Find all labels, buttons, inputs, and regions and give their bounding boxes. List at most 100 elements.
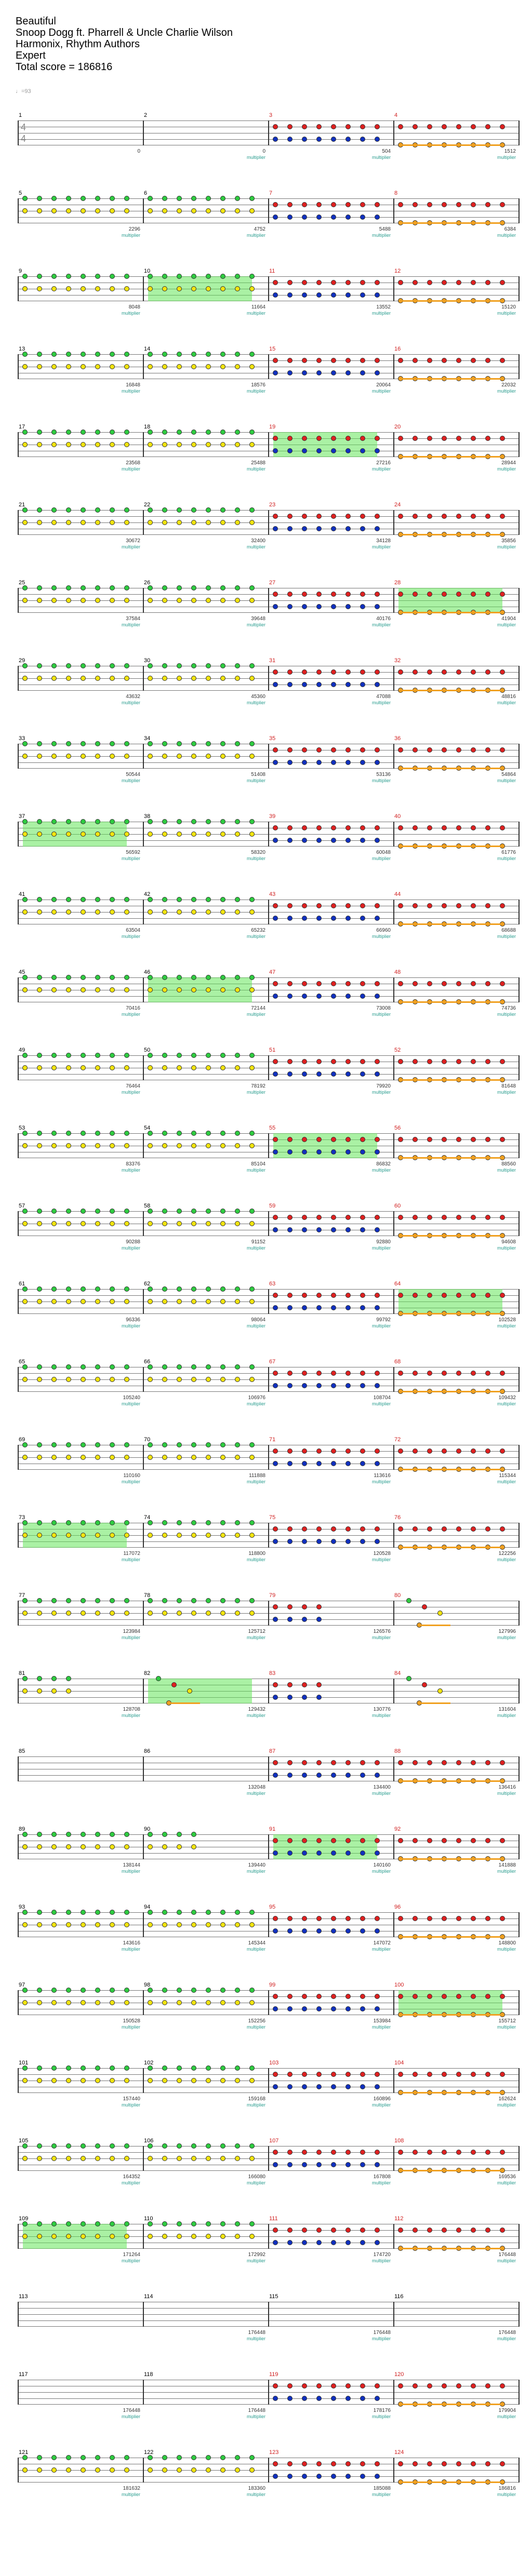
yellow-note [162,987,167,992]
red-note [413,1994,418,1999]
yellow-note [22,1533,28,1538]
yellow-note [66,1299,71,1304]
barline [393,744,394,769]
staff-row: 93 143616 multiplier 94 145344 multiplier 95 14… [18,1901,520,1952]
red-note [485,2461,490,2466]
blue-note [316,2240,322,2245]
barline [18,588,19,613]
measure-number: 3 [269,112,273,118]
measure-number: 116 [394,2293,404,2300]
red-note [287,1604,292,1609]
red-note [273,2383,278,2389]
yellow-note [22,1611,28,1616]
barline [393,354,394,379]
barline-end [518,1523,520,1548]
barline-end [518,1289,520,1314]
green-note [162,430,167,435]
yellow-note [51,754,57,759]
barline-end [518,2068,520,2093]
yellow-note [235,1922,240,1927]
red-note [316,825,322,830]
green-note [124,2065,129,2071]
blue-note [302,2084,307,2089]
barline [143,2224,144,2249]
yellow-note [148,208,153,213]
green-note [81,1910,86,1915]
red-note [171,1682,177,1687]
measure-number: 66 [144,1359,151,1365]
yellow-note [220,1533,225,1538]
green-note [220,1598,225,1603]
green-note [124,1286,129,1292]
red-note [287,280,292,285]
blue-note [287,1461,292,1466]
red-note [316,981,322,986]
blue-note [273,526,278,531]
green-note [249,1131,255,1136]
measure-score: 129432 [248,1707,265,1712]
green-note [37,430,42,435]
green-note [95,2065,100,2071]
sustain-tail [401,1001,504,1003]
measure: 88 136416 multiplier [393,1745,518,1796]
barline [268,1912,269,1937]
red-note [442,2461,447,2466]
green-note [235,1910,240,1915]
red-note [398,669,403,675]
green-note [66,1286,71,1292]
red-note [360,1448,365,1454]
yellow-note [95,2078,100,2083]
yellow-note [110,1533,115,1538]
yellow-note [37,1922,42,1927]
red-note [500,124,505,129]
yellow-note [81,1299,86,1304]
red-note [456,514,461,519]
red-note [398,1059,403,1064]
multiplier-label: multiplier [246,544,265,549]
red-note [456,1838,461,1843]
yellow-note [95,2000,100,2005]
blue-note [273,137,278,142]
red-note [413,436,418,441]
barline [143,2302,144,2327]
measure: 119 178176 multiplier [268,2368,393,2419]
star-power-zone [148,1679,252,1703]
red-note [345,1448,351,1454]
yellow-note [22,1221,28,1226]
blue-note [345,760,351,765]
red-note [316,1293,322,1298]
yellow-note [148,286,153,291]
red-note [273,1604,278,1609]
green-note [220,2065,225,2071]
red-note [413,981,418,986]
green-note [235,1364,240,1370]
yellow-note [177,1455,182,1460]
green-note [22,1676,28,1681]
blue-note [331,760,336,765]
yellow-note [110,1221,115,1226]
blue-note [316,994,322,999]
green-note [220,274,225,279]
red-note [427,2461,432,2466]
yellow-note [124,2156,129,2161]
green-note [95,1442,100,1447]
yellow-note [148,520,153,525]
blue-note [345,1928,351,1934]
measure-score: 179904 [498,2408,516,2413]
measure-score: 106976 [248,1395,265,1401]
yellow-note [66,1455,71,1460]
red-note [500,825,505,830]
green-note [148,741,153,746]
multiplier-label: multiplier [497,233,516,238]
yellow-note [220,598,225,603]
green-note [177,897,182,902]
blue-note [316,1227,322,1232]
yellow-note [51,2234,57,2239]
red-note [398,592,403,597]
yellow-note [206,1611,211,1616]
green-note [177,663,182,668]
green-note [206,352,211,357]
yellow-note [81,2000,86,2005]
barline [18,1445,19,1470]
measure-number: 93 [19,1904,25,1910]
